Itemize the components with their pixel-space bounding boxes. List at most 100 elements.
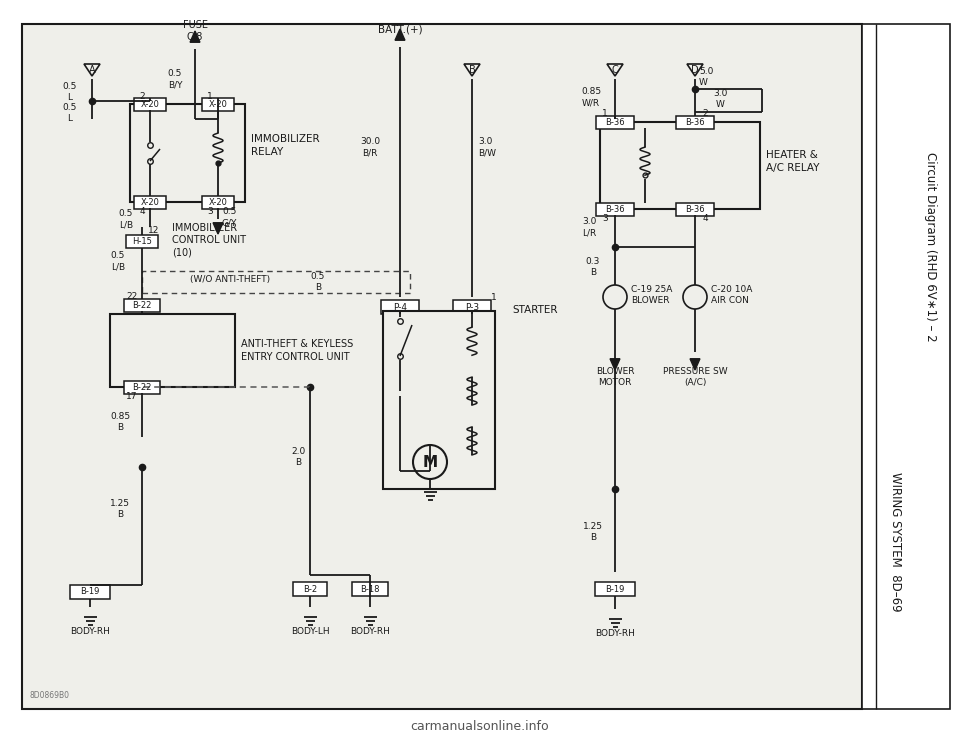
Text: B-36: B-36 [605, 117, 625, 127]
Text: BLOWER
MOTOR: BLOWER MOTOR [596, 367, 635, 387]
Bar [130, 104, 245, 202]
Text: 1.25
B: 1.25 B [110, 499, 130, 519]
Bar [110, 314, 235, 387]
Text: D: D [691, 65, 699, 75]
Text: BODY-RH: BODY-RH [70, 626, 110, 635]
Bar [293, 582, 327, 596]
Bar [595, 582, 635, 596]
Text: IMMOBILIZER
CONTROL UNIT
(10): IMMOBILIZER CONTROL UNIT (10) [172, 223, 246, 257]
Text: 0.5
L: 0.5 L [62, 103, 77, 123]
Bar [202, 97, 234, 111]
Text: 0.5
G/Y: 0.5 G/Y [222, 207, 237, 227]
Text: 0.5
L/B: 0.5 L/B [110, 251, 125, 271]
Text: A: A [88, 65, 95, 75]
Text: 4: 4 [139, 206, 145, 215]
Text: FUSE
C-8: FUSE C-8 [182, 20, 207, 42]
Text: 0.3
B: 0.3 B [586, 257, 600, 277]
Text: B-36: B-36 [605, 204, 625, 214]
Text: P-3: P-3 [465, 302, 479, 312]
Polygon shape [396, 29, 405, 41]
Text: PRESSURE SW
(A/C): PRESSURE SW (A/C) [662, 367, 728, 387]
Text: 17: 17 [127, 391, 137, 400]
Text: 30.0
B/R: 30.0 B/R [360, 137, 380, 157]
Polygon shape [190, 31, 200, 42]
Text: 3.0
B/W: 3.0 B/W [478, 137, 496, 157]
Text: C-20 10A
AIR CON: C-20 10A AIR CON [711, 285, 753, 305]
Bar [596, 203, 634, 215]
Text: M: M [422, 455, 438, 469]
Bar [202, 195, 234, 209]
Text: B-19: B-19 [606, 584, 625, 593]
Text: 1: 1 [207, 91, 213, 100]
Text: X-20: X-20 [208, 99, 228, 108]
Text: carmanualsonline.info: carmanualsonline.info [411, 721, 549, 733]
Text: B-22: B-22 [132, 383, 152, 391]
Text: 3: 3 [602, 214, 608, 223]
Bar [126, 234, 158, 248]
Bar [596, 116, 634, 128]
Polygon shape [690, 359, 700, 370]
Text: B-22: B-22 [132, 301, 152, 310]
Text: BODY-LH: BODY-LH [291, 626, 329, 635]
Text: 1: 1 [492, 293, 497, 301]
Bar [134, 195, 166, 209]
Text: HEATER &
A/C RELAY: HEATER & A/C RELAY [766, 150, 820, 172]
Text: 2: 2 [139, 91, 145, 100]
Bar [124, 380, 160, 394]
Text: Circuit Diagram (RHD 6V∗1) – 2: Circuit Diagram (RHD 6V∗1) – 2 [924, 152, 937, 342]
Text: STARTER: STARTER [512, 305, 558, 315]
Text: 0.5
B/Y: 0.5 B/Y [168, 69, 182, 89]
Text: H-15: H-15 [132, 237, 152, 245]
Text: 0.5
B: 0.5 B [311, 272, 325, 292]
Text: 0.5
L/B: 0.5 L/B [119, 209, 133, 229]
Text: 0.85
B: 0.85 B [110, 412, 130, 432]
Text: 5.0
W: 5.0 W [699, 67, 713, 87]
Text: C: C [612, 65, 618, 75]
Text: 3: 3 [207, 206, 213, 215]
Text: (W/O ANTI-THEFT): (W/O ANTI-THEFT) [190, 274, 270, 284]
Bar [676, 116, 714, 128]
Text: WIRING SYSTEM  8D–69: WIRING SYSTEM 8D–69 [889, 472, 901, 612]
Text: IMMOBILIZER
RELAY: IMMOBILIZER RELAY [251, 133, 320, 157]
Bar [381, 300, 419, 314]
Text: 12: 12 [148, 226, 159, 234]
Text: 8D0869B0: 8D0869B0 [30, 691, 70, 699]
Bar [383, 311, 495, 489]
Bar [600, 122, 760, 209]
Text: 22: 22 [127, 292, 137, 301]
Text: B-36: B-36 [685, 117, 705, 127]
Text: BATT.(+): BATT.(+) [377, 24, 422, 34]
Polygon shape [610, 359, 620, 370]
Text: BODY-RH: BODY-RH [350, 626, 390, 635]
Text: 3.0
W: 3.0 W [713, 89, 727, 109]
Text: C-19 25A
BLOWER: C-19 25A BLOWER [631, 285, 672, 305]
Text: BODY-RH: BODY-RH [595, 629, 635, 638]
Bar [142, 271, 410, 293]
Bar [124, 298, 160, 312]
Bar [676, 203, 714, 215]
Text: P-4: P-4 [393, 302, 407, 312]
Text: 1: 1 [602, 108, 608, 117]
Text: B: B [468, 65, 475, 75]
Text: 0.5
L: 0.5 L [62, 82, 77, 102]
Bar [352, 582, 388, 596]
Polygon shape [213, 223, 223, 234]
Bar [22, 24, 862, 709]
Text: 0.85
W/R: 0.85 W/R [581, 87, 601, 107]
Bar [453, 300, 491, 314]
Text: 2.0
B: 2.0 B [291, 447, 305, 467]
Text: B-2: B-2 [303, 584, 317, 593]
Text: X-20: X-20 [208, 198, 228, 206]
Bar [70, 585, 110, 599]
Text: B-19: B-19 [81, 587, 100, 596]
Text: 2: 2 [702, 108, 708, 117]
Text: ANTI-THEFT & KEYLESS
ENTRY CONTROL UNIT: ANTI-THEFT & KEYLESS ENTRY CONTROL UNIT [241, 339, 353, 362]
Text: 1.25
B: 1.25 B [583, 522, 603, 542]
Text: 4: 4 [702, 214, 708, 223]
Text: X-20: X-20 [140, 99, 159, 108]
Text: B-18: B-18 [360, 584, 380, 593]
Text: 3.0
L/R: 3.0 L/R [582, 217, 596, 237]
Bar [862, 24, 950, 709]
Bar [134, 97, 166, 111]
Text: X-20: X-20 [140, 198, 159, 206]
